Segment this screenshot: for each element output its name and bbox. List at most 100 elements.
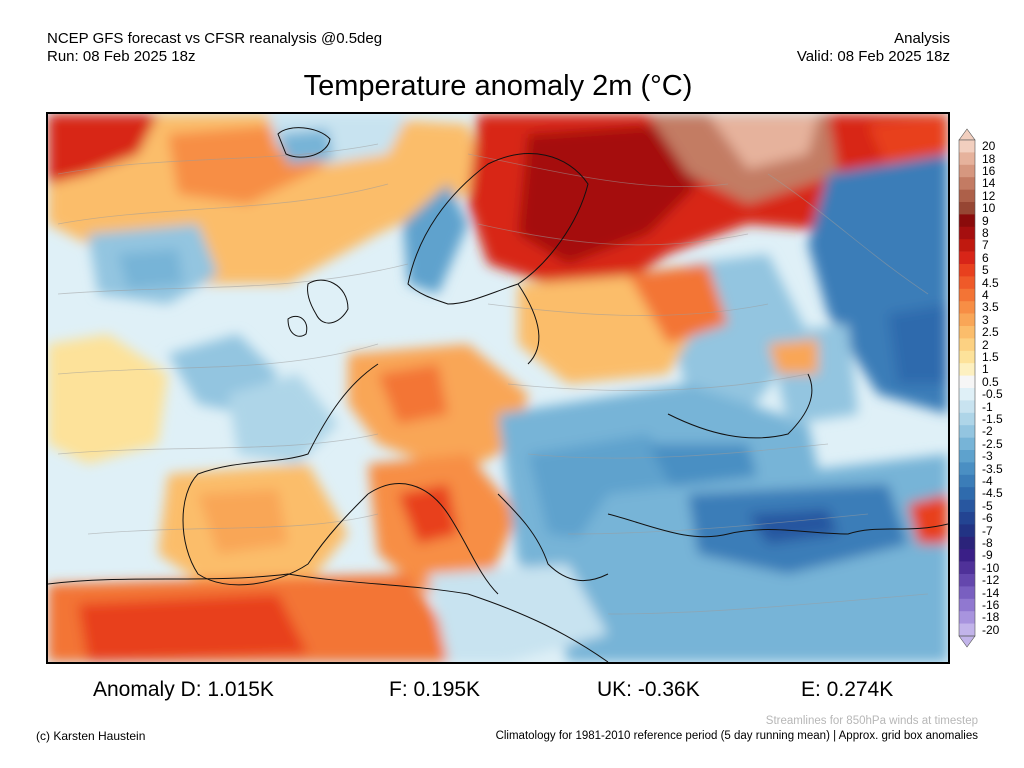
product-type-line: Analysis xyxy=(894,30,950,47)
colorbar-label: -6 xyxy=(982,511,993,526)
colorbar-swatch xyxy=(959,164,975,178)
colorbar-swatch xyxy=(959,363,975,376)
colorbar-label: -20 xyxy=(982,622,1000,637)
colorbar-swatch xyxy=(959,474,975,488)
colorbar-swatch xyxy=(959,375,975,389)
stat-anomaly-uk: UK: -0.36K xyxy=(597,678,700,701)
stat-anomaly-e: E: 0.274K xyxy=(801,678,894,701)
colorbar-label: 9 xyxy=(982,213,989,228)
colorbar-swatch xyxy=(959,412,975,426)
valid-time-line: Valid: 08 Feb 2025 18z xyxy=(796,48,950,65)
colorbar-swatch xyxy=(959,189,975,203)
colorbar-swatch xyxy=(959,549,975,562)
colorbar-swatch xyxy=(959,536,975,550)
colorbar-label: -5 xyxy=(982,498,993,513)
colorbar-label: -1.5 xyxy=(982,412,1003,426)
streamlines-note: Streamlines for 850hPa winds at timestep xyxy=(765,715,978,727)
colorbar-label: -0.5 xyxy=(982,387,1003,402)
model-info-line: NCEP GFS forecast vs CFSR reanalysis @0.… xyxy=(47,30,383,47)
colorbar-swatch xyxy=(959,326,975,339)
colorbar-label: 7 xyxy=(982,238,989,253)
colorbar-swatch xyxy=(959,202,975,215)
colorbar-swatch xyxy=(959,239,975,252)
colorbar-label: -4.5 xyxy=(982,486,1003,501)
colorbar-label: -2.5 xyxy=(982,436,1003,451)
colorbar-swatch xyxy=(959,350,975,364)
stat-anomaly-f: F: 0.195K xyxy=(389,678,481,701)
colorbar-label: 2.5 xyxy=(982,325,999,340)
coastlines xyxy=(48,127,948,662)
anomaly-field xyxy=(48,114,948,662)
colorbar-min-arrow xyxy=(958,635,976,648)
colorbar-label: 1 xyxy=(982,362,989,377)
colorbar-swatch xyxy=(959,561,975,575)
run-time-line: Run: 08 Feb 2025 18z xyxy=(47,48,196,65)
colorbar-swatch xyxy=(959,140,975,153)
colorbar-label: -4 xyxy=(982,474,993,488)
colorbar-swatch xyxy=(959,264,975,277)
colorbar-swatch xyxy=(959,524,975,538)
colorbar-swatch xyxy=(959,462,975,476)
colorbar-swatch xyxy=(959,301,975,314)
colorbar-label: -16 xyxy=(982,598,1000,612)
colorbar-swatch xyxy=(959,251,975,265)
colorbar-swatch xyxy=(959,450,975,463)
colorbar xyxy=(958,128,976,648)
colorbar-swatch xyxy=(959,288,975,302)
colorbar-label: 16 xyxy=(982,164,996,178)
colorbar-label: -8 xyxy=(982,536,993,550)
colorbar-swatch xyxy=(959,226,975,240)
colorbar-swatch xyxy=(959,214,975,228)
colorbar-label: -7 xyxy=(982,523,993,538)
colorbar-label: 20 xyxy=(982,139,996,154)
colorbar-label: 4.5 xyxy=(982,275,999,290)
colorbar-swatch xyxy=(959,276,975,290)
map-title: Temperature anomaly 2m (°C) xyxy=(303,70,693,102)
colorbar-swatch xyxy=(959,487,975,500)
colorbar-label: 14 xyxy=(982,176,996,191)
colorbar-swatch xyxy=(959,574,975,587)
colorbar-label: 18 xyxy=(982,151,996,166)
colorbar-swatch xyxy=(959,598,975,612)
colorbar-swatch xyxy=(959,499,975,513)
colorbar-swatch xyxy=(959,611,975,624)
colorbar-label: 8 xyxy=(982,226,989,240)
colorbar-swatch xyxy=(959,400,975,414)
colorbar-label: -1 xyxy=(982,399,993,414)
colorbar-swatch xyxy=(959,623,975,637)
colorbar-label: 10 xyxy=(982,201,996,216)
colorbar-outline xyxy=(958,139,976,637)
colorbar-swatch xyxy=(959,437,975,451)
stat-anomaly-d: Anomaly D: 1.015K xyxy=(93,678,274,701)
climatology-note: Climatology for 1981-2010 reference peri… xyxy=(495,730,978,742)
colorbar-swatch xyxy=(959,177,975,190)
colorbar-label: -18 xyxy=(982,610,1000,625)
colorbar-label: 12 xyxy=(982,188,996,203)
colorbar-swatch xyxy=(959,152,975,166)
colorbar-label: 1.5 xyxy=(982,350,999,364)
colorbar-label: -14 xyxy=(982,585,1000,600)
colorbar-swatch xyxy=(959,425,975,438)
colorbar-swatch xyxy=(959,338,975,352)
colorbar-label: 3 xyxy=(982,312,989,327)
anomaly-map xyxy=(46,112,950,664)
colorbar-label: 6 xyxy=(982,250,989,265)
colorbar-label: -2 xyxy=(982,424,993,439)
copyright-note: (c) Karsten Haustein xyxy=(36,729,146,743)
colorbar-label: -9 xyxy=(982,548,993,563)
colorbar-label: -10 xyxy=(982,560,1000,575)
colorbar-label: 4 xyxy=(982,288,989,302)
colorbar-swatch xyxy=(959,388,975,401)
colorbar-swatch xyxy=(959,512,975,525)
colorbar-label: -3.5 xyxy=(982,461,1003,476)
colorbar-swatch xyxy=(959,586,975,600)
colorbar-label: -3 xyxy=(982,449,993,464)
colorbar-label: 3.5 xyxy=(982,300,999,315)
colorbar-label: -12 xyxy=(982,573,1000,588)
colorbar-max-arrow xyxy=(958,128,976,141)
colorbar-swatch xyxy=(959,313,975,327)
streamlines xyxy=(57,143,929,615)
colorbar-label: 5 xyxy=(982,263,989,278)
anomaly-map-canvas xyxy=(48,114,948,662)
colorbar-label: 0.5 xyxy=(982,374,999,389)
